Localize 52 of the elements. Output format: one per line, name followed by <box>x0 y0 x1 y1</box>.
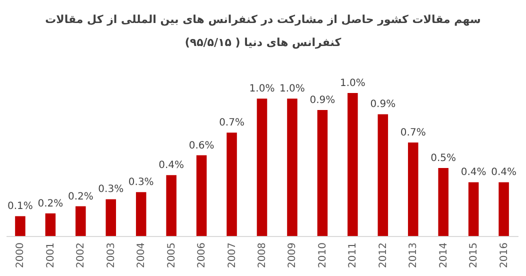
x-tick-label: 2001 <box>45 242 56 268</box>
bar <box>348 93 358 236</box>
bar <box>408 142 418 236</box>
bar <box>468 182 479 236</box>
data-label: 0.4% <box>158 160 184 172</box>
data-label: 0.3% <box>98 184 124 196</box>
data-label: 0.1% <box>8 201 33 212</box>
x-tick-label: 2000 <box>15 242 26 268</box>
data-label: 0.2% <box>68 191 94 202</box>
bar <box>15 216 26 236</box>
x-tick-label: 2011 <box>348 242 359 268</box>
bar <box>256 98 268 236</box>
data-label: 0.5% <box>430 153 456 164</box>
data-label: 0.7% <box>400 128 426 139</box>
x-tick-label: 2009 <box>287 242 298 268</box>
bar <box>317 110 328 236</box>
data-label: 0.4% <box>491 167 516 178</box>
x-tick-label: 2005 <box>166 242 178 268</box>
x-tick-label: 2012 <box>378 242 389 268</box>
x-tick-label: 2013 <box>408 242 420 268</box>
data-label: 0.9% <box>370 99 396 110</box>
data-label: 0.3% <box>128 177 154 188</box>
x-tick-label: 2016 <box>498 242 510 268</box>
bar <box>136 192 146 236</box>
data-label: 0.4% <box>460 167 486 178</box>
x-tick-label: 2014 <box>438 242 450 268</box>
data-label: 1.0% <box>340 78 366 89</box>
bar <box>106 199 116 236</box>
bar <box>438 168 448 236</box>
x-tick-label: 2008 <box>257 242 268 268</box>
x-tick-label: 2007 <box>226 242 238 268</box>
x-tick-label: 2002 <box>76 242 87 268</box>
data-label: 0.9% <box>310 94 336 106</box>
data-label: 1.0% <box>249 84 275 95</box>
x-tick-label: 2010 <box>317 242 328 268</box>
bar <box>45 213 56 236</box>
bar <box>378 114 388 236</box>
bar <box>196 155 207 236</box>
data-label: 1.0% <box>280 84 305 95</box>
bar <box>498 182 509 236</box>
x-tick-label: 2003 <box>106 242 117 268</box>
bar <box>76 206 86 236</box>
data-label: 0.2% <box>38 198 64 210</box>
chart-title: سهم مقالات کشور حاصل از مشارکت در کنفرانس های بین المللی از کل مقالات کنفرانس های دنیا ( ۹۵/۵/۱۵) <box>44 12 482 51</box>
x-tick-label: 2006 <box>196 242 208 268</box>
bar <box>166 175 176 236</box>
data-label: 0.7% <box>219 118 244 129</box>
data-label: 0.6% <box>188 140 214 152</box>
x-tick-label: 2004 <box>136 242 148 268</box>
x-tick-label: 2015 <box>468 242 480 268</box>
bar <box>226 132 237 236</box>
bar <box>287 98 298 236</box>
